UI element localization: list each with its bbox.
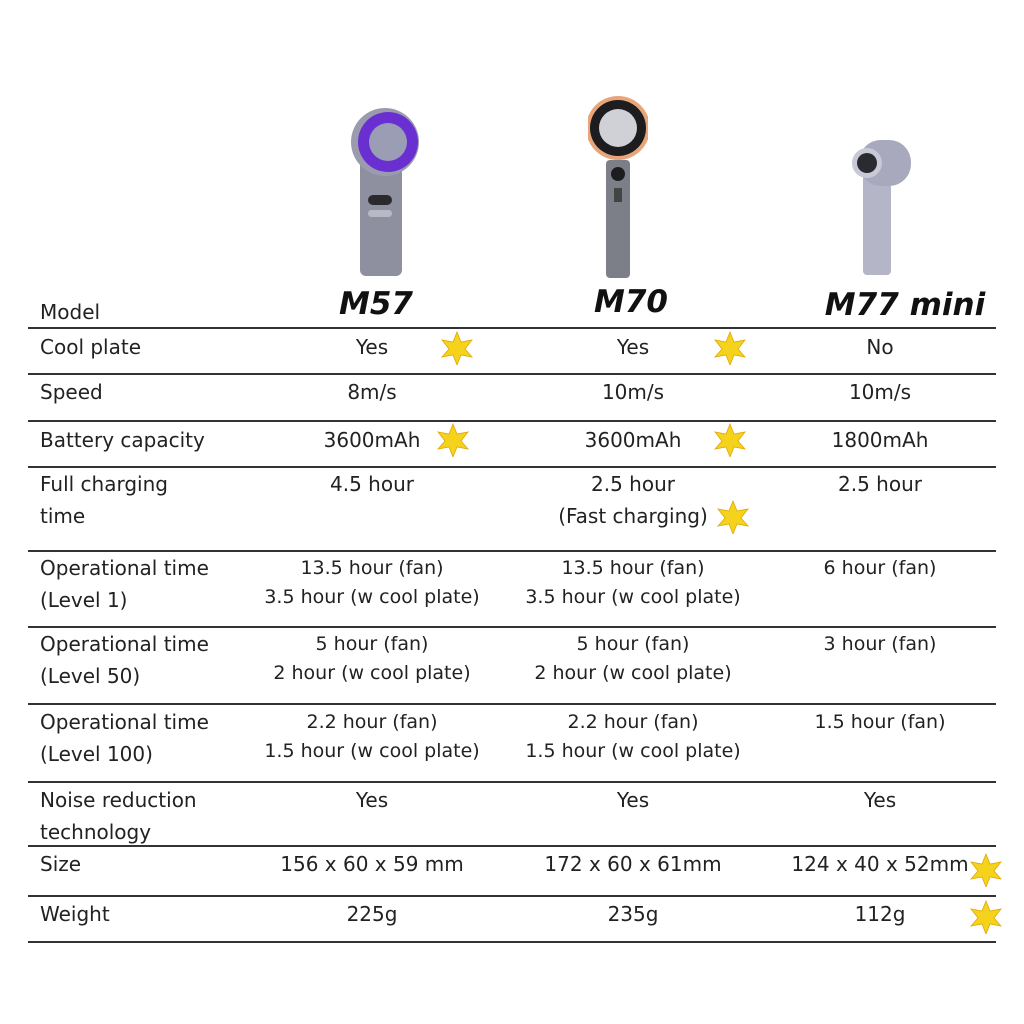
row-divider xyxy=(28,703,996,705)
row-label: (Level 50) xyxy=(40,664,141,688)
star-icon xyxy=(440,330,474,367)
row-value: 5 hour (fan) xyxy=(576,633,690,655)
row-value: 3.5 hour (w cool plate) xyxy=(264,586,480,608)
row-divider xyxy=(28,373,996,375)
row-value: 235g xyxy=(607,902,659,926)
model-name-m70: M70 xyxy=(594,284,668,320)
row-label: (Level 1) xyxy=(40,588,128,612)
row-value: 10m/s xyxy=(848,380,912,404)
row-label: Speed xyxy=(40,380,103,404)
row-value: 2.5 hour xyxy=(591,472,675,496)
row-divider xyxy=(28,466,996,468)
row-value: 2 hour (w cool plate) xyxy=(534,662,732,684)
row-value: Yes xyxy=(616,788,650,812)
row-value: Yes xyxy=(616,335,650,359)
row-divider xyxy=(28,327,996,329)
star-icon xyxy=(969,899,1003,936)
row-value: 3.5 hour (w cool plate) xyxy=(525,586,741,608)
row-value: Yes xyxy=(863,788,897,812)
row-label: (Level 100) xyxy=(40,742,153,766)
row-divider xyxy=(28,550,996,552)
row-value: 225g xyxy=(346,902,398,926)
model-label: Model xyxy=(40,300,101,324)
row-value: 2.2 hour (fan) xyxy=(567,711,699,733)
row-value: 172 x 60 x 61mm xyxy=(544,852,722,876)
row-value: 2 hour (w cool plate) xyxy=(273,662,471,684)
row-value: 112g xyxy=(854,902,906,926)
row-value: 3 hour (fan) xyxy=(823,633,937,655)
m77-mini-fan-image xyxy=(852,140,911,275)
row-value: No xyxy=(866,335,894,359)
row-value: (Fast charging) xyxy=(558,504,708,528)
row-value: 3600mAh xyxy=(584,428,682,452)
star-icon xyxy=(716,499,750,536)
row-label: Operational time xyxy=(40,710,209,734)
row-label: time xyxy=(40,504,86,528)
row-value: 5 hour (fan) xyxy=(315,633,429,655)
row-value: Yes xyxy=(355,335,389,359)
row-value: 124 x 40 x 52mm xyxy=(791,852,969,876)
row-label: Noise reduction xyxy=(40,788,197,812)
row-value: 2.5 hour xyxy=(838,472,922,496)
row-label: technology xyxy=(40,820,152,844)
row-value: Yes xyxy=(355,788,389,812)
row-label: Size xyxy=(40,852,82,876)
row-divider xyxy=(28,781,996,783)
star-icon xyxy=(713,422,747,459)
row-value: 2.2 hour (fan) xyxy=(306,711,438,733)
row-value: 1800mAh xyxy=(831,428,929,452)
row-value: 8m/s xyxy=(347,380,397,404)
row-value: 13.5 hour (fan) xyxy=(300,557,444,579)
row-value: 156 x 60 x 59 mm xyxy=(280,852,464,876)
row-label: Cool plate xyxy=(40,335,142,359)
row-value: 1.5 hour (fan) xyxy=(814,711,946,733)
row-divider xyxy=(28,626,996,628)
row-value: 13.5 hour (fan) xyxy=(561,557,705,579)
row-value: 10m/s xyxy=(601,380,665,404)
row-label: Battery capacity xyxy=(40,428,205,452)
star-icon xyxy=(713,330,747,367)
row-label: Operational time xyxy=(40,632,209,656)
row-value: 3600mAh xyxy=(323,428,421,452)
m57-fan-image xyxy=(351,108,419,276)
row-value: 1.5 hour (w cool plate) xyxy=(525,740,741,762)
row-label: Full charging xyxy=(40,472,168,496)
m70-fan-image xyxy=(588,96,648,278)
row-label: Weight xyxy=(40,902,110,926)
row-divider xyxy=(28,420,996,422)
star-icon xyxy=(436,422,470,459)
row-label: Operational time xyxy=(40,556,209,580)
star-icon xyxy=(969,852,1003,889)
model-name-m57: M57 xyxy=(339,286,413,322)
row-divider xyxy=(28,895,996,897)
row-divider xyxy=(28,941,996,943)
row-value: 6 hour (fan) xyxy=(823,557,937,579)
row-divider xyxy=(28,845,996,847)
model-name-m77-mini: M77 mini xyxy=(824,287,986,323)
row-value: 4.5 hour xyxy=(330,472,414,496)
row-value: 1.5 hour (w cool plate) xyxy=(264,740,480,762)
